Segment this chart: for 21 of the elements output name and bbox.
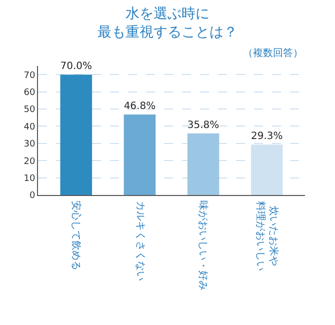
text: （複数回答）: [243, 47, 303, 59]
x-tick-label: 味がおいしい・好み: [197, 200, 210, 291]
x-tick-label: 炊いたお米や料理がおいしい: [254, 201, 280, 272]
data-label: 35.8%: [187, 120, 220, 131]
y-tick-label: 70: [24, 70, 36, 81]
y-tick-label: 0: [29, 191, 36, 202]
y-tick-label: 10: [24, 174, 36, 184]
data-label: 29.3%: [250, 131, 283, 142]
chart-title: 水を選ぶ時に最も重視することは？: [98, 6, 238, 40]
bar: [124, 114, 156, 195]
bar: [187, 133, 220, 195]
y-tick-label: 30: [24, 140, 36, 150]
data-label: 70.0%: [60, 61, 92, 72]
y-tick-label: 20: [24, 156, 36, 167]
x-tick-label: カルキくさくない: [134, 201, 146, 282]
y-tick-label: 40: [24, 122, 36, 132]
data-label: 46.8%: [124, 101, 156, 112]
bar: [60, 74, 92, 195]
y-tick-label: 50: [24, 105, 36, 116]
x-tick-label: 安心して飲める: [70, 200, 82, 271]
y-tick-label: 60: [24, 88, 36, 98]
